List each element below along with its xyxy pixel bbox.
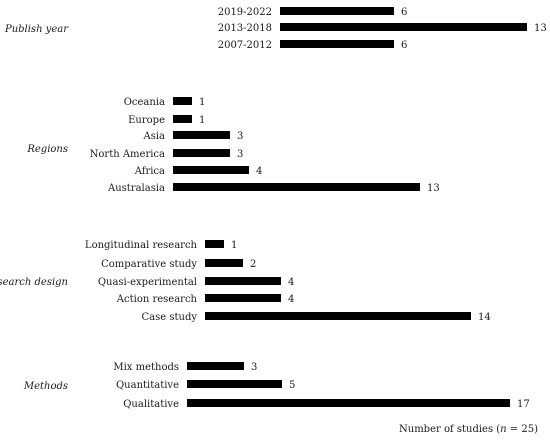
bar-comparative-study <box>205 259 243 267</box>
category-label-mix-methods: Mix methods <box>113 362 179 373</box>
group-label-research-design: Research design <box>0 277 68 288</box>
category-label-2019-2022: 2019-2022 <box>218 7 272 18</box>
value-label-oceania: 1 <box>199 97 205 108</box>
bar-australasia <box>173 183 420 191</box>
value-label-mix-methods: 3 <box>251 362 257 373</box>
group-methods: Methods Mix methods 3 Quantitative 5 Qualitat… <box>23 362 530 410</box>
category-label-longitudinal-research: Longitudinal research <box>85 240 198 251</box>
group-research-design: Research design Longitudinal research 1 Com… <box>0 240 491 323</box>
bar-north-america <box>173 149 230 157</box>
category-label-action-research: Action research <box>116 294 198 305</box>
category-label-oceania: Oceania <box>124 97 165 108</box>
bar-action-research <box>205 294 281 302</box>
category-label-north-america: North America <box>90 149 165 160</box>
value-label-north-america: 3 <box>237 149 243 160</box>
bar-longitudinal-research <box>205 240 224 248</box>
value-label-2007-2012: 6 <box>401 40 407 51</box>
bar-oceania <box>173 97 192 105</box>
bar-case-study <box>205 312 471 320</box>
bar-quantitative <box>187 380 282 388</box>
category-label-quantitative: Quantitative <box>116 380 179 391</box>
caption-suffix: = 25) <box>507 424 538 435</box>
value-label-case-study: 14 <box>478 312 491 323</box>
value-label-longitudinal-research: 1 <box>231 240 237 251</box>
value-label-action-research: 4 <box>288 294 294 305</box>
value-label-2019-2022: 6 <box>401 7 407 18</box>
value-label-quantitative: 5 <box>289 380 295 391</box>
value-label-qualitative: 17 <box>517 399 530 410</box>
group-label-publish-year: Publish year <box>4 24 69 35</box>
category-label-case-study: Case study <box>142 312 198 323</box>
bar-africa <box>173 166 249 174</box>
bar-asia <box>173 131 230 139</box>
bar-quasi-experimental <box>205 277 281 285</box>
category-label-australasia: Australasia <box>107 183 165 194</box>
group-publish-year: Publish year 2019-2022 6 2013-2018 13 2007-20… <box>4 7 547 51</box>
group-regions: Regions Oceania 1 Europe 1 Asia 3 North America… <box>26 97 440 194</box>
value-label-africa: 4 <box>256 166 262 177</box>
category-label-qualitative: Qualitative <box>123 399 179 410</box>
value-label-2013-2018: 13 <box>534 23 547 34</box>
group-label-methods: Methods <box>23 381 68 392</box>
x-axis-caption: Number of studies (n = 25) <box>399 424 538 435</box>
value-label-comparative-study: 2 <box>250 259 256 270</box>
category-label-2007-2012: 2007-2012 <box>218 40 272 51</box>
bar-qualitative <box>187 399 510 407</box>
category-label-europe: Europe <box>128 115 165 126</box>
category-label-comparative-study: Comparative study <box>101 259 197 270</box>
group-label-regions: Regions <box>26 144 68 155</box>
category-label-asia: Asia <box>142 131 165 142</box>
category-label-africa: Africa <box>134 166 165 177</box>
bar-2019-2022 <box>280 7 394 15</box>
category-label-2013-2018: 2013-2018 <box>218 23 272 34</box>
bar-2007-2012 <box>280 40 394 48</box>
bar-europe <box>173 115 192 123</box>
caption-prefix: Number of studies ( <box>399 424 500 435</box>
bar-2013-2018 <box>280 23 527 31</box>
bar-mix-methods <box>187 362 244 370</box>
category-label-quasi-experimental: Quasi-experimental <box>98 277 197 288</box>
value-label-australasia: 13 <box>427 183 440 194</box>
value-label-europe: 1 <box>199 115 205 126</box>
caption-n: n <box>500 424 506 435</box>
value-label-quasi-experimental: 4 <box>288 277 294 288</box>
value-label-asia: 3 <box>237 131 243 142</box>
